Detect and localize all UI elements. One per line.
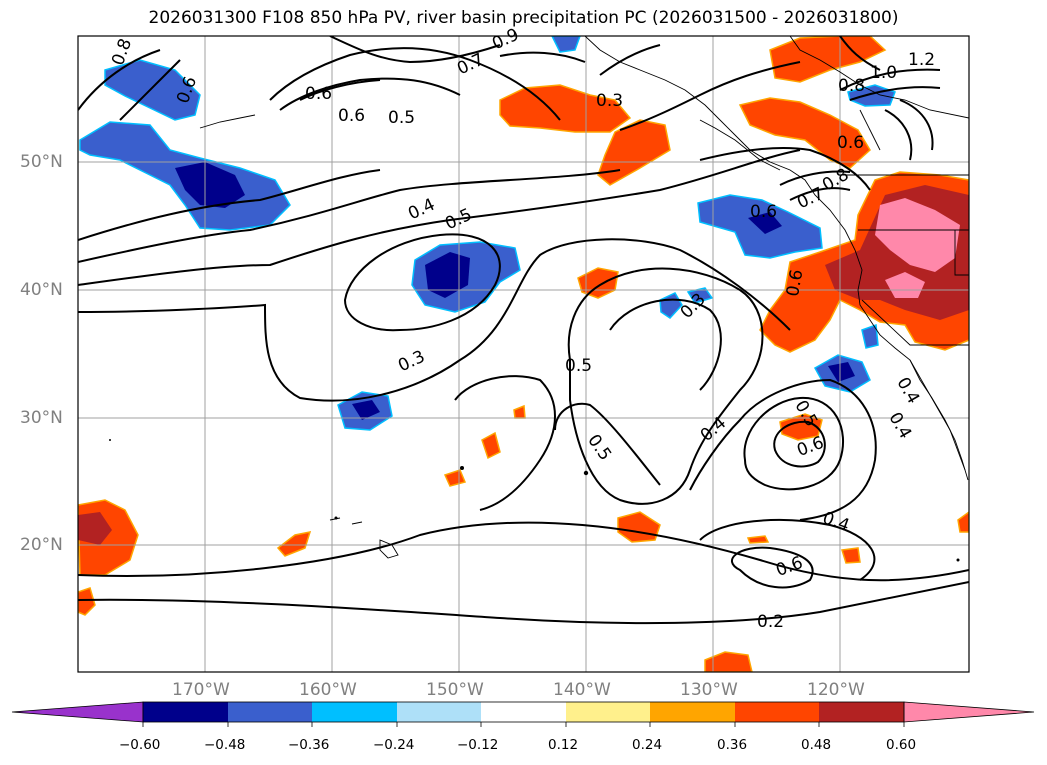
- lat-label-40n: 40°N: [20, 280, 63, 300]
- lon-label-150w: 150°W: [426, 680, 484, 700]
- pos-area-small3: [617, 511, 661, 543]
- pos-area-gulf: [499, 84, 632, 133]
- neg-area-north: [551, 36, 581, 53]
- contour-label: 1.2: [908, 50, 936, 70]
- contour-label: 0.3: [596, 91, 624, 111]
- islands: [109, 439, 960, 562]
- neg-area-aleutian: [104, 59, 201, 121]
- colorbar-tick: −0.36: [288, 737, 330, 753]
- colorbar-seg-3: [312, 702, 397, 722]
- colorbar-seg-4: [397, 702, 481, 722]
- pos-area-small8: [841, 547, 861, 564]
- pos-area-small7: [704, 651, 753, 672]
- pos-area-small5: [481, 431, 501, 460]
- neg-core-pnw: [748, 212, 782, 234]
- plot-frame: [77, 35, 970, 673]
- colorbar-tick: −0.60: [119, 737, 161, 753]
- neg-area-small2: [686, 287, 714, 304]
- graticule: [78, 36, 969, 672]
- neg-area-small4: [861, 323, 879, 349]
- colorbar-seg-5: [481, 702, 566, 722]
- colorbar-tick: 0.12: [548, 737, 579, 753]
- colorbar-tick: 0.36: [717, 737, 748, 753]
- lon-label-120w: 120°W: [807, 680, 865, 700]
- colorbar-tick: −0.12: [457, 737, 499, 753]
- colorbar-tick: −0.24: [373, 737, 415, 753]
- pos-area-small6: [443, 469, 467, 487]
- neg-core-30n: [352, 400, 380, 420]
- pos-max-west-us2: [885, 272, 925, 298]
- contour-label: 1.0: [870, 63, 898, 83]
- pos-strong-hawaii-w: [78, 512, 112, 545]
- contour-label: 0.6: [837, 133, 865, 153]
- colorbar-tick: 0.48: [801, 737, 832, 753]
- colorbar-tick: 0.60: [886, 737, 917, 753]
- contour-label: 0.5: [565, 356, 593, 376]
- pos-area-canada: [769, 36, 887, 83]
- colorbar: [11, 701, 1035, 727]
- neg-core-socal: [828, 362, 855, 382]
- pos-area-bc: [738, 97, 871, 169]
- pos-area-small2: [779, 413, 823, 441]
- colorbar-seg-6: [566, 702, 650, 722]
- lon-label-140w: 140°W: [553, 680, 611, 700]
- contour-label: 0.6: [750, 202, 778, 222]
- colorbar-tick: 0.24: [632, 737, 663, 753]
- pv-contours: [78, 36, 969, 625]
- pos-area-small4: [276, 531, 312, 557]
- contour-label: 0.6: [783, 268, 808, 299]
- coastlines: [199, 36, 969, 559]
- pos-max-west-us: [875, 198, 960, 272]
- neg-core-westpacific: [175, 162, 245, 208]
- colorbar-extend-high: [903, 701, 1035, 723]
- lon-label-160w: 160°W: [299, 680, 357, 700]
- pos-area-small9: [957, 511, 969, 533]
- lon-label-130w: 130°W: [680, 680, 738, 700]
- lat-label-20n: 20°N: [20, 535, 63, 555]
- pos-area-small10: [513, 404, 526, 419]
- contour-label: 0.6: [338, 106, 366, 126]
- pos-area-small1: [577, 267, 619, 299]
- precip-shading: [78, 36, 969, 672]
- colorbar-seg-9: [819, 702, 904, 722]
- contour-label: 0.5: [388, 108, 416, 128]
- lat-label-50n: 50°N: [20, 152, 63, 172]
- contour-label: 0.8: [838, 76, 866, 96]
- pos-area-small11: [746, 535, 770, 544]
- contour-label: 0.6: [305, 84, 333, 104]
- plot-title: 2026031300 F108 850 hPa PV, river basin …: [148, 8, 899, 28]
- colorbar-tick: −0.48: [204, 737, 246, 753]
- contour-label: 0.2: [757, 612, 785, 632]
- colorbar-seg-7: [650, 702, 735, 722]
- colorbar-seg-1: [143, 702, 228, 722]
- lat-label-30n: 30°N: [20, 408, 63, 428]
- pos-area-sw: [78, 587, 96, 616]
- colorbar-seg-2: [228, 702, 312, 722]
- colorbar-extend-low: [11, 701, 144, 723]
- lon-label-170w: 170°W: [172, 680, 230, 700]
- colorbar-seg-8: [735, 702, 819, 722]
